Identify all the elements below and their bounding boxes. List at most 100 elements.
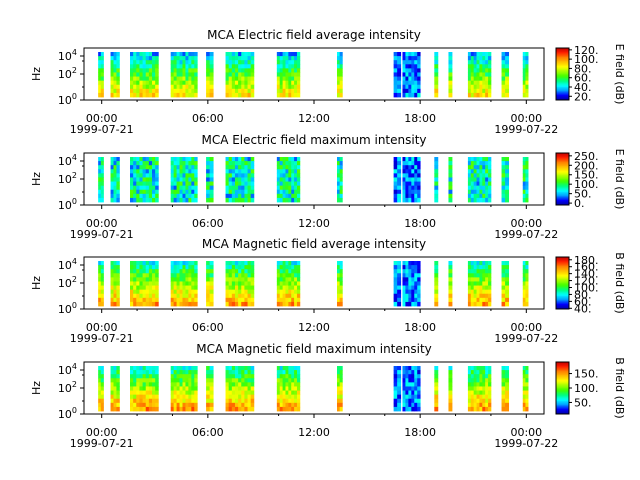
spectrogram-cell	[434, 197, 439, 203]
spectrogram-cell	[411, 386, 415, 391]
spectrogram-cell	[417, 193, 421, 199]
spectrogram-cell	[473, 374, 477, 379]
spectrogram-cell	[176, 277, 180, 282]
spectrogram-cell	[339, 394, 343, 400]
spectrogram-cell	[505, 161, 510, 166]
spectrogram-cell	[170, 185, 175, 191]
spectrogram-cell	[470, 386, 475, 391]
spectrogram-cell	[179, 52, 183, 57]
spectrogram-cell	[414, 394, 418, 400]
spectrogram-cell	[209, 277, 214, 282]
spectrogram-cell	[209, 157, 214, 162]
spectrogram-cell	[100, 161, 104, 166]
spectrogram-cell	[467, 56, 472, 61]
spectrogram-cell	[155, 297, 159, 303]
spectrogram-cell	[228, 366, 233, 371]
spectrogram-cell	[142, 189, 147, 195]
colorbar-frame	[555, 152, 570, 206]
spectrogram-cell	[155, 382, 159, 387]
spectrogram-cell	[155, 56, 159, 61]
spectrogram-cell	[247, 92, 252, 98]
spectrogram-cell	[337, 265, 341, 270]
spectrogram-cell	[525, 386, 529, 391]
spectrogram-cell	[417, 402, 421, 408]
spectrogram-cell	[294, 386, 298, 391]
spectrogram-cell	[116, 261, 120, 266]
spectrogram-cell	[139, 394, 143, 400]
spectrogram-cell	[488, 177, 492, 182]
spectrogram-cell	[522, 165, 526, 170]
spectrogram-cell	[110, 265, 114, 270]
spectrogram-cell	[485, 301, 489, 307]
spectrogram-cell	[467, 289, 472, 295]
spectrogram-cell	[250, 169, 255, 174]
spectrogram-cell	[130, 269, 134, 274]
spectrogram-cell	[185, 72, 189, 77]
spectrogram-cell	[288, 390, 292, 396]
spectrogram-cell	[247, 398, 252, 404]
spectrogram-cell	[482, 285, 486, 291]
spectrogram-cell	[113, 265, 117, 270]
spectrogram-cell	[505, 378, 510, 383]
spectrogram-cell	[296, 92, 301, 98]
colorbar-cell	[556, 373, 569, 376]
spectrogram-cell	[142, 293, 147, 299]
spectrogram-cell	[176, 265, 180, 270]
spectrogram-cell	[191, 297, 195, 303]
y-axis-label: Hz	[30, 276, 43, 290]
spectrogram-cell	[448, 76, 453, 82]
spectrogram-cell	[241, 165, 245, 170]
spectrogram-cell	[176, 185, 180, 191]
spectrogram-cell	[136, 177, 140, 182]
spectrogram-cell	[414, 52, 418, 57]
spectrogram-cell	[113, 277, 117, 282]
spectrogram-cell	[414, 273, 418, 278]
spectrogram-cell	[148, 52, 153, 57]
spectrogram-cell	[279, 277, 283, 282]
spectrogram-cell	[434, 161, 439, 166]
spectrogram-cell	[337, 185, 341, 191]
spectrogram-cell	[176, 289, 180, 295]
spectrogram-cell	[145, 72, 150, 77]
spectrogram-cell	[139, 84, 143, 90]
spectrogram-cell	[402, 56, 406, 61]
spectrogram-cell	[482, 265, 486, 270]
colorbar-cell	[556, 96, 569, 98]
spectrogram-cell	[206, 281, 211, 286]
spectrogram-cell	[185, 173, 189, 178]
spectrogram-cell	[247, 60, 252, 65]
spectrogram-cell	[185, 277, 189, 282]
spectrogram-cell	[337, 366, 341, 371]
spectrogram-cell	[182, 185, 186, 191]
spectrogram-cell	[339, 269, 343, 274]
spectrogram-cell	[225, 189, 230, 195]
spectrogram-cell	[482, 177, 486, 182]
spectrogram-cell	[285, 193, 289, 199]
spectrogram-cell	[479, 68, 483, 73]
spectrogram-cell	[476, 173, 480, 178]
spectrogram-cell	[337, 293, 341, 299]
spectrogram-cell	[411, 189, 415, 195]
spectrogram-cell	[482, 197, 486, 203]
spectrogram-cell	[296, 301, 301, 307]
spectrogram-cell	[285, 370, 289, 375]
spectrogram-cell	[244, 265, 248, 270]
spectrogram-cell	[247, 394, 252, 400]
spectrogram-cell	[288, 197, 292, 203]
spectrogram-cell	[397, 193, 402, 199]
spectrogram-cell	[148, 370, 153, 375]
spectrogram-cell	[238, 402, 242, 408]
spectrogram-cell	[488, 92, 492, 98]
spectrogram-cell	[182, 161, 186, 166]
spectrogram-cell	[185, 189, 189, 195]
spectrogram-cell	[337, 394, 341, 400]
spectrogram-cell	[279, 285, 283, 291]
spectrogram-cell	[467, 88, 472, 94]
spectrogram-cell	[179, 189, 183, 195]
spectrogram-cell	[417, 52, 421, 57]
spectrogram-cell	[276, 185, 281, 191]
spectrogram-cell	[282, 64, 286, 69]
spectrogram-cell	[206, 181, 211, 187]
spectrogram-cell	[485, 80, 489, 86]
spectrogram-cell	[130, 394, 134, 400]
